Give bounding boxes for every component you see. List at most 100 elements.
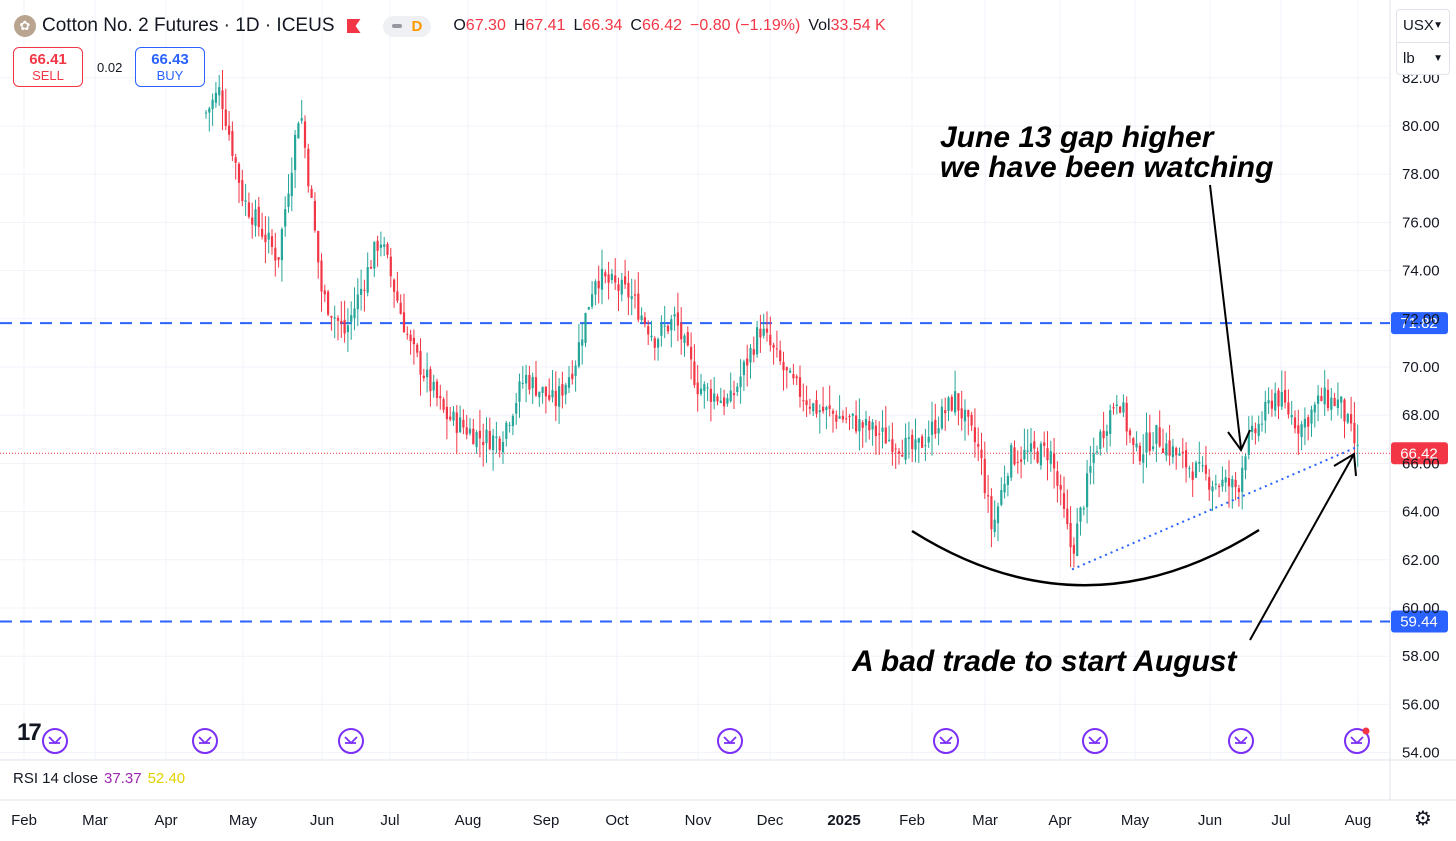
buy-button[interactable]: 66.43 BUY [135,47,205,87]
candle-body [878,433,881,435]
candle-body [208,108,211,113]
candle-body [1128,430,1132,436]
unit-select[interactable]: lb ▼ [1397,42,1449,75]
unit-selector[interactable]: USX ▼ lb ▼ [1396,9,1450,75]
candle-body [888,439,891,441]
event-markers[interactable] [42,727,1370,754]
candle-body [1142,454,1145,463]
candle-body [277,257,280,260]
event-marker-icon[interactable] [1344,728,1370,754]
candle-body [1237,488,1240,493]
candle-body [558,386,561,407]
currency-select[interactable]: USX ▼ [1397,10,1449,42]
event-marker-glyph [48,736,62,745]
delayed-data-badge[interactable]: D [382,15,432,37]
price-tick-label: 62.00 [1402,552,1440,569]
candle-body [508,424,511,426]
event-marker-glyph [1234,736,1248,745]
candle-body [284,209,287,227]
candle-body [825,407,828,411]
candle-body [402,312,406,333]
candle-body [1105,431,1108,436]
event-marker-icon[interactable] [42,728,68,754]
level-price-badge[interactable] [1391,610,1448,633]
candle-body [1059,484,1062,490]
price-tick-label: 56.00 [1402,696,1440,713]
candle-body [1346,413,1349,423]
time-axis[interactable]: Feb Mar Apr May Jun Jul Aug Sep Oct Nov Dec 2025 Feb… [11,812,1371,829]
gear-icon[interactable]: ⚙ [1414,808,1432,830]
candle-body [290,172,293,197]
event-marker-icon[interactable] [192,728,218,754]
time-tick-label: 2025 [827,812,860,829]
candle-body [1092,453,1095,463]
event-marker-icon[interactable] [338,728,364,754]
candle-body [1330,397,1333,410]
candle-body [676,312,679,326]
candle-body [904,437,907,460]
candle-body [544,386,547,397]
candle-body [1198,461,1201,464]
candle-body [762,328,765,336]
candle-body [610,273,613,280]
candle-body [1244,456,1247,471]
candle-body [574,365,577,376]
candle-body [624,276,627,285]
candle-body [1020,459,1023,462]
candle-body [1112,407,1115,409]
time-tick-label: Oct [605,812,629,829]
candle-body [835,414,838,422]
candle-body [571,373,574,380]
candle-body [907,437,910,439]
price-axis[interactable]: 54.00 56.00 58.00 60.00 62.00 64.00 66.00 68.00… [1402,70,1440,762]
candle-body [251,217,254,225]
last-price-badge[interactable] [1391,442,1448,465]
candle-body [977,444,980,447]
candle-body [1000,490,1003,505]
candle-body [587,307,590,310]
time-tick-label: Nov [685,812,712,829]
candle-body [505,422,508,439]
red-flag-icon[interactable] [346,19,361,33]
candle-body [1095,451,1099,453]
candle-body [1336,399,1339,409]
candle-body [993,519,996,532]
event-marker-icon[interactable] [717,728,743,754]
horizontal-levels[interactable]: 71.82 59.44 66.42 [0,312,1448,633]
tradingview-logo[interactable]: 17 [17,719,42,746]
candle-body [752,349,755,355]
candle-body [1234,479,1237,488]
candle-body [581,339,584,346]
level-price-badge[interactable] [1391,312,1448,335]
event-marker-icon[interactable] [933,728,959,754]
price-tick-label: 78.00 [1402,166,1440,183]
candle-body [211,99,214,109]
candle-body [488,430,491,450]
candle-body [399,302,402,314]
event-marker-icon[interactable] [1082,728,1108,754]
candle-body [983,458,986,494]
candle-body [990,496,993,530]
open-label: O [453,17,466,34]
rounding-bottom-arc [911,528,1260,587]
candle-body [680,322,683,340]
rsi-legend[interactable]: RSI 14 close 37.37 52.40 [13,770,185,787]
sell-button[interactable]: 66.41 SELL [13,47,83,87]
event-marker-icon[interactable] [1228,728,1254,754]
candle-body [221,90,224,110]
cotton-boll-icon: ✿ [14,15,36,37]
candle-body [1072,544,1075,554]
candle-body [940,406,943,429]
candle-body [564,384,567,395]
symbol-header: ✿ Cotton No. 2 Futures · 1D · ICEUS D O6… [14,12,894,40]
candle-body [1135,443,1138,448]
candle-body [432,381,435,391]
candle-body [455,412,458,433]
candle-body [366,267,369,293]
candle-body [617,284,620,291]
symbol-title[interactable]: Cotton No. 2 Futures · 1D · ICEUS [42,15,335,36]
time-tick-label: Apr [154,812,177,829]
candle-body [261,228,264,237]
event-marker-glyph [198,736,212,745]
